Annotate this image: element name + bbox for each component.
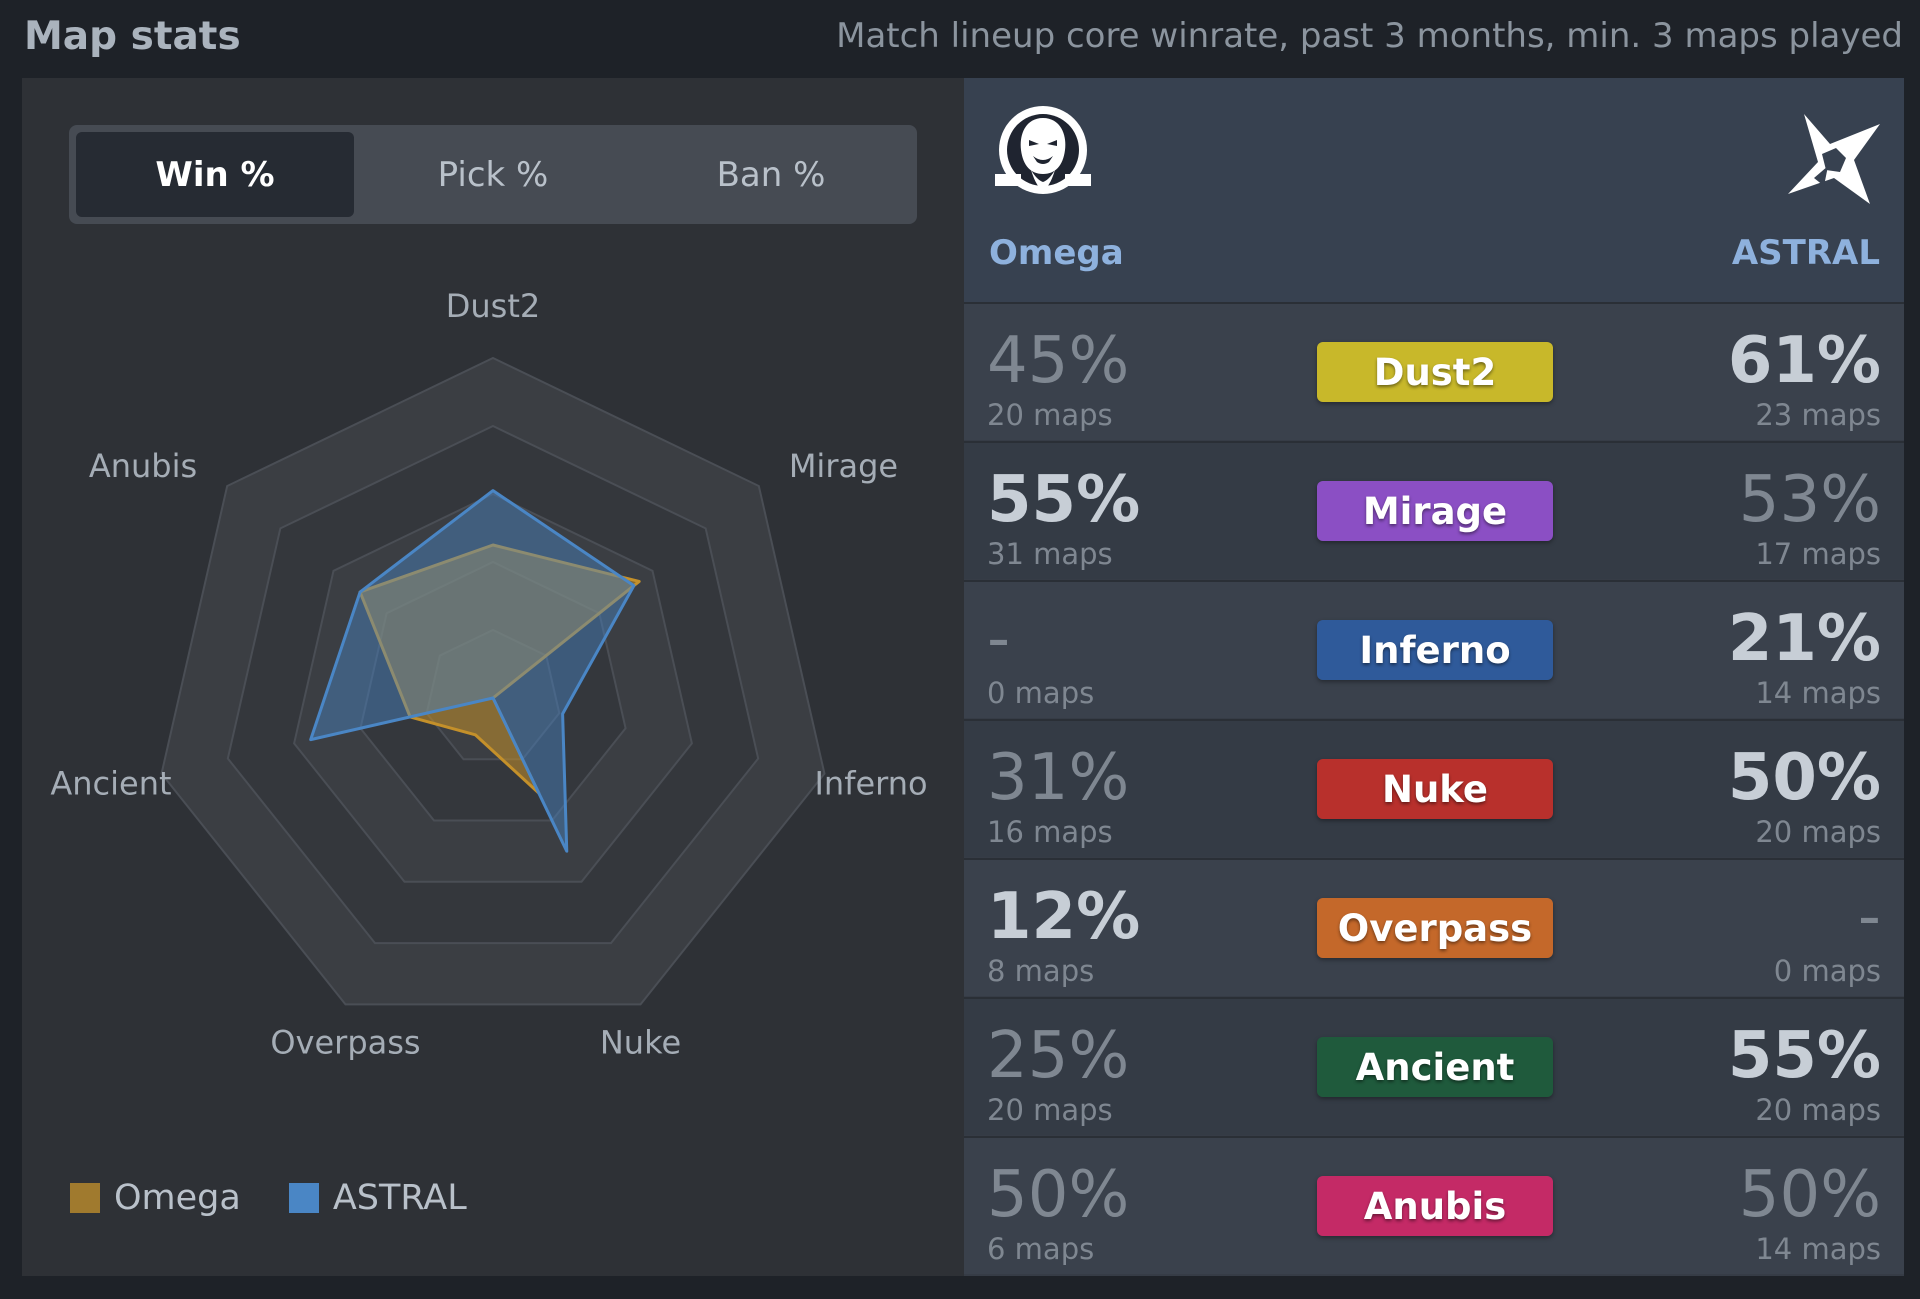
- omega-maps-played: 31 maps: [987, 537, 1113, 571]
- astral-winrate: 61%: [1727, 324, 1881, 398]
- legend-item-omega[interactable]: Omega: [70, 1178, 241, 1218]
- radar-axis-label: Anubis: [89, 447, 197, 485]
- omega-maps-played: 20 maps: [987, 1093, 1113, 1127]
- map-row-inferno[interactable]: -0 maps Inferno 21% 14 maps: [964, 580, 1904, 718]
- astral-maps-played: 0 maps: [1773, 954, 1881, 988]
- map-badge-anubis[interactable]: Anubis: [1317, 1176, 1553, 1236]
- radar-chart: Dust2 Mirage Inferno Nuke Overpass Ancient Anu…: [50, 287, 927, 1061]
- astral-winrate: -: [1857, 880, 1881, 954]
- chart-legend: Omega ASTRAL: [70, 1178, 515, 1218]
- astral-winrate: 53%: [1738, 463, 1881, 537]
- legend-swatch-omega: [70, 1183, 100, 1213]
- map-row-nuke[interactable]: 31% 16 maps Nuke 50% 20 maps: [964, 719, 1904, 857]
- radar-series-omega[interactable]: [358, 543, 641, 795]
- stat-toggle: Win % Pick % Ban %: [69, 125, 917, 224]
- omega-monk-logo-icon[interactable]: [993, 100, 1093, 216]
- legend-label-astral: ASTRAL: [332, 1178, 467, 1218]
- legend-item-astral[interactable]: ASTRAL: [288, 1178, 467, 1218]
- radar-axis-label: Inferno: [814, 765, 927, 803]
- astral-winrate: 50%: [1738, 1158, 1881, 1232]
- omega-maps-played: 6 maps: [987, 1232, 1095, 1266]
- map-badge-mirage[interactable]: Mirage: [1317, 481, 1553, 541]
- astral-maps-played: 20 maps: [1755, 1093, 1881, 1127]
- astral-winrate: 55%: [1727, 1019, 1881, 1093]
- astral-maps-played: 14 maps: [1755, 676, 1881, 710]
- omega-winrate: -: [987, 602, 1011, 676]
- map-badge-nuke[interactable]: Nuke: [1317, 759, 1553, 819]
- map-row-ancient[interactable]: 25% 20 maps Ancient 55% 20 maps: [964, 997, 1904, 1135]
- astral-star-logo-icon[interactable]: [1784, 108, 1884, 208]
- page-title: Map stats: [24, 14, 241, 59]
- map-badge-dust2[interactable]: Dust2: [1317, 342, 1553, 402]
- omega-maps-played: 0 maps: [987, 676, 1095, 710]
- omega-maps-played: 16 maps: [987, 815, 1113, 849]
- astral-winrate: 21%: [1727, 602, 1881, 676]
- legend-label-omega: Omega: [114, 1178, 241, 1218]
- astral-maps-played: 23 maps: [1755, 398, 1881, 432]
- radar-series-astral[interactable]: [309, 489, 636, 853]
- astral-maps-played: 17 maps: [1755, 537, 1881, 571]
- astral-maps-played: 14 maps: [1755, 1232, 1881, 1266]
- omega-winrate: 55%: [987, 463, 1141, 537]
- radar-pane: Win % Pick % Ban % Dust2 Mirage Inferno Nuk…: [22, 78, 964, 1276]
- radar-axis-label: Overpass: [270, 1023, 420, 1061]
- map-stats-panel: Win % Pick % Ban % Dust2 Mirage Inferno Nuk…: [22, 78, 1904, 1276]
- map-badge-overpass[interactable]: Overpass: [1317, 898, 1553, 958]
- teams-header: Omega ASTRAL: [964, 78, 1904, 302]
- omega-maps-played: 20 maps: [987, 398, 1113, 432]
- radar-axis-label: Nuke: [600, 1023, 681, 1061]
- map-row-overpass[interactable]: 12% 8 maps Overpass -0 maps: [964, 858, 1904, 996]
- radar-axis-label: Ancient: [50, 765, 171, 803]
- omega-winrate: 50%: [987, 1158, 1130, 1232]
- comparison-pane: Omega ASTRAL 45% 20 maps Dust2 61% 23 maps 55…: [964, 78, 1904, 1276]
- map-badge-ancient[interactable]: Ancient: [1317, 1037, 1553, 1097]
- team-name-astral: ASTRAL: [1731, 233, 1880, 273]
- astral-winrate: 50%: [1727, 741, 1881, 815]
- map-row-anubis[interactable]: 50% 6 maps Anubis 50% 14 maps: [964, 1136, 1904, 1274]
- radar-axis-label: Mirage: [789, 447, 898, 485]
- omega-winrate: 45%: [987, 324, 1130, 398]
- win-pct-tab[interactable]: Win %: [76, 132, 354, 217]
- astral-maps-played: 20 maps: [1755, 815, 1881, 849]
- map-badge-inferno[interactable]: Inferno: [1317, 620, 1553, 680]
- omega-maps-played: 8 maps: [987, 954, 1095, 988]
- omega-winrate: 12%: [987, 880, 1141, 954]
- ban-pct-tab[interactable]: Ban %: [716, 154, 826, 195]
- radar-axis-label: Dust2: [446, 287, 541, 325]
- team-name-omega: Omega: [989, 233, 1124, 273]
- legend-swatch-astral: [288, 1183, 319, 1213]
- pick-pct-tab[interactable]: Pick %: [437, 154, 549, 195]
- omega-winrate: 31%: [987, 741, 1130, 815]
- map-row-mirage[interactable]: 55% 31 maps Mirage 53% 17 maps: [964, 441, 1904, 579]
- map-row-dust2[interactable]: 45% 20 maps Dust2 61% 23 maps: [964, 302, 1904, 440]
- omega-winrate: 25%: [987, 1019, 1130, 1093]
- page-subtitle: Match lineup core winrate, past 3 months…: [836, 16, 1903, 56]
